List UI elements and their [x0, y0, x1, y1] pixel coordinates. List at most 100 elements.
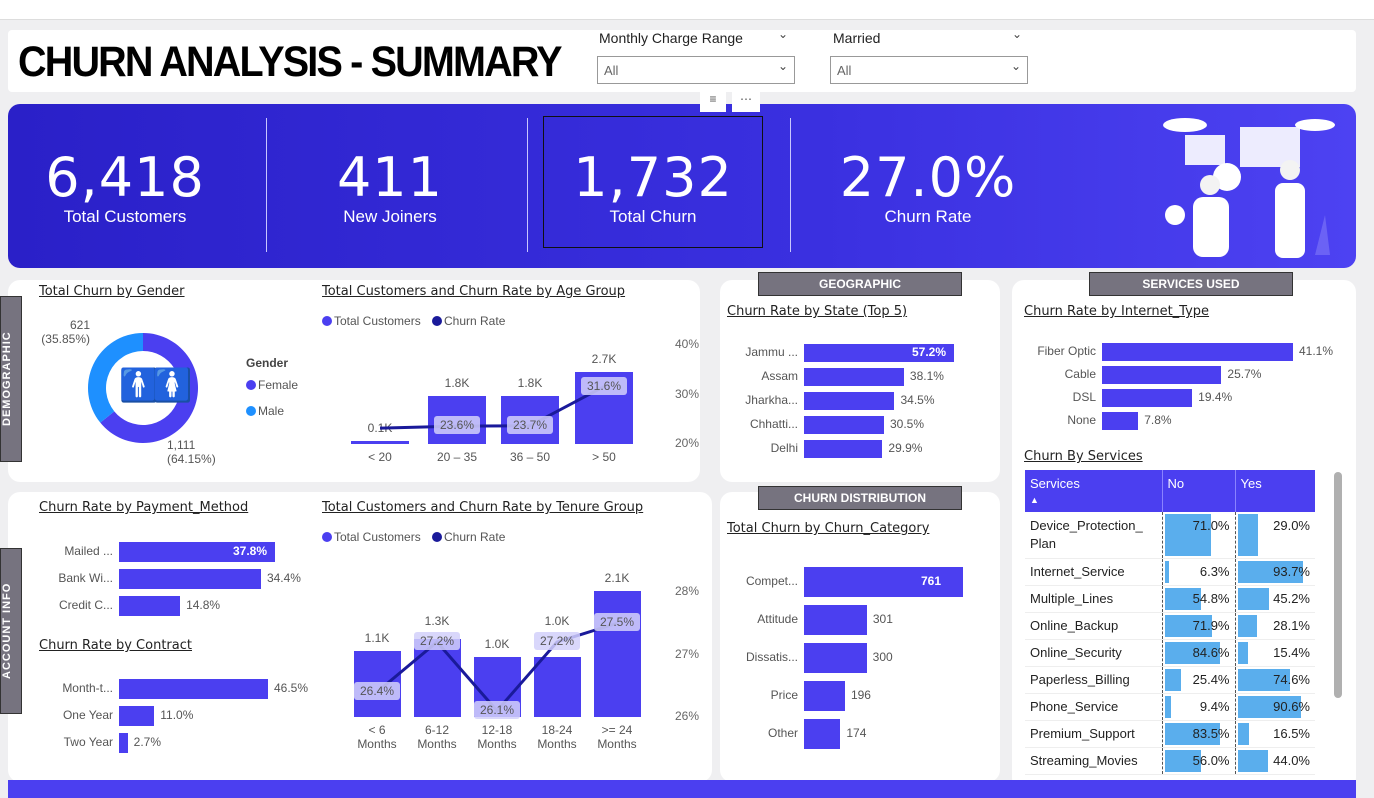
column-header-services[interactable]: Services ▲	[1025, 470, 1163, 512]
table-scrollbar[interactable]	[1334, 472, 1342, 698]
line-data-label: 23.7%	[507, 415, 553, 434]
y2-tick-label: 27%	[675, 646, 700, 661]
bar[interactable]	[119, 596, 181, 616]
bar-category-label: Mailed ...	[64, 544, 113, 558]
data-bar	[1164, 514, 1212, 556]
chevron-down-icon[interactable]: ⌄	[1012, 27, 1023, 41]
data-bar	[1237, 695, 1301, 718]
bar-category-label: Cable	[1064, 367, 1096, 381]
table-row[interactable]: Premium_Support 83.5% 16.5%	[1025, 720, 1315, 748]
bar-value-label: 41.1%	[1299, 344, 1334, 358]
bar[interactable]	[804, 392, 895, 410]
bar[interactable]	[804, 416, 884, 434]
bar[interactable]	[593, 591, 641, 717]
filter-icon[interactable]: ≡	[700, 92, 726, 112]
data-bar	[1237, 587, 1270, 610]
line-data-label: 27.5%	[594, 613, 640, 632]
bar[interactable]	[804, 344, 954, 362]
legend-churn-rate[interactable]: Churn Rate	[432, 314, 505, 328]
bar-category-label: Assam	[761, 369, 798, 383]
bar[interactable]	[804, 719, 841, 749]
bar-value-label: 196	[850, 688, 871, 702]
chart-title-gender: Total Churn by Gender	[39, 284, 185, 299]
x-axis-label: < 6 Months	[357, 723, 397, 751]
gender-legend-title: Gender	[246, 356, 289, 370]
cell-value: 29.0%	[1273, 518, 1310, 533]
x-axis-label: 12-18 Months	[477, 723, 517, 751]
table-row[interactable]: Device_Protection_ Plan 71.0% 29.0%	[1025, 512, 1315, 559]
bar[interactable]	[119, 569, 261, 589]
chevron-down-icon[interactable]: ⌄	[778, 27, 789, 41]
bar[interactable]	[119, 706, 155, 726]
bar[interactable]	[1102, 343, 1293, 361]
sort-ascending-icon: ▲	[1030, 495, 1039, 505]
table-row[interactable]: Multiple_Lines 54.8% 45.2%	[1025, 585, 1315, 613]
column-header-no[interactable]: No	[1162, 470, 1236, 512]
service-name: Multiple_Lines	[1025, 585, 1162, 613]
chevron-down-icon: ⌄	[777, 59, 788, 73]
data-bar	[1164, 695, 1171, 718]
legend-churn-rate[interactable]: Churn Rate	[432, 530, 505, 544]
section-header-services: SERVICES USED	[1089, 272, 1293, 296]
bar-value-label: 174	[846, 726, 867, 740]
data-bar	[1164, 722, 1220, 745]
bar-category-label: Two Year	[63, 735, 113, 749]
cell-value: 84.6%	[1192, 645, 1230, 660]
slicer-married-dropdown[interactable]: All ⌄	[830, 56, 1028, 84]
bar[interactable]	[804, 681, 845, 711]
bar[interactable]	[804, 368, 904, 386]
chart-title-tenure: Total Customers and Churn Rate by Tenure…	[322, 500, 644, 515]
bar[interactable]	[119, 542, 275, 562]
slicer-monthly-charge-label: Monthly Charge Range	[599, 30, 743, 46]
table-row[interactable]: Online_Backup 71.9% 28.1%	[1025, 612, 1315, 640]
no-cell: 6.3%	[1161, 558, 1235, 586]
table-row[interactable]: Online_Security 84.6% 15.4%	[1025, 639, 1315, 667]
gender-donut-chart[interactable]	[80, 325, 206, 451]
bar[interactable]	[804, 605, 867, 635]
bar[interactable]	[1102, 366, 1222, 384]
chart-title-payment: Churn Rate by Payment_Method	[39, 500, 249, 515]
bar-category-label: Other	[767, 726, 798, 740]
legend-female[interactable]: Female	[246, 378, 298, 392]
legend-total-customers[interactable]: Total Customers	[322, 530, 421, 544]
line-data-label: 31.6%	[581, 376, 627, 395]
service-name: Online_Security	[1025, 639, 1162, 667]
no-cell: 54.8%	[1161, 585, 1235, 613]
bar[interactable]	[804, 440, 883, 458]
cell-value: 15.4%	[1273, 645, 1310, 660]
donut-slice-female	[100, 333, 198, 443]
bar[interactable]	[804, 567, 963, 597]
yes-cell: 44.0%	[1234, 747, 1315, 775]
bar[interactable]	[1102, 389, 1193, 407]
section-tab-account-info: ACCOUNT INFO	[0, 548, 22, 714]
yes-cell: 15.4%	[1234, 639, 1315, 667]
table-row[interactable]: Paperless_Billing 25.4% 74.6%	[1025, 666, 1315, 694]
kpi-selected-border[interactable]	[543, 116, 763, 248]
bar[interactable]	[533, 657, 581, 717]
table-row[interactable]: Streaming_Movies 56.0% 44.0%	[1025, 747, 1315, 775]
data-bar	[1237, 614, 1258, 637]
legend-male[interactable]: Male	[246, 404, 284, 418]
bar-value-label: 1.0K	[484, 637, 510, 651]
yes-cell: 90.6%	[1234, 693, 1315, 721]
bar[interactable]	[413, 639, 461, 717]
bar[interactable]	[119, 733, 128, 753]
service-name: Internet_Service	[1025, 558, 1162, 586]
bar[interactable]	[351, 441, 409, 444]
slicer-married-label: Married	[833, 30, 881, 46]
bar[interactable]	[119, 679, 268, 699]
bar[interactable]	[804, 643, 867, 673]
legend-total-customers[interactable]: Total Customers	[322, 314, 421, 328]
more-options-icon[interactable]: ⋯	[732, 92, 760, 112]
cell-value: 74.6%	[1273, 672, 1310, 687]
bar-value-label: 2.7%	[133, 735, 161, 749]
table-row[interactable]: Phone_Service 9.4% 90.6%	[1025, 693, 1315, 721]
slicer-monthly-charge-dropdown[interactable]: All ⌄	[597, 56, 795, 84]
service-name: Device_Protection_ Plan	[1025, 512, 1162, 559]
data-bar	[1237, 722, 1250, 745]
table-row[interactable]: Internet_Service 6.3% 93.7%	[1025, 558, 1315, 586]
bar[interactable]	[1102, 412, 1139, 430]
column-header-yes[interactable]: Yes	[1235, 470, 1315, 512]
bar-value-label: 30.5%	[889, 417, 924, 431]
no-cell: 84.6%	[1161, 639, 1235, 667]
